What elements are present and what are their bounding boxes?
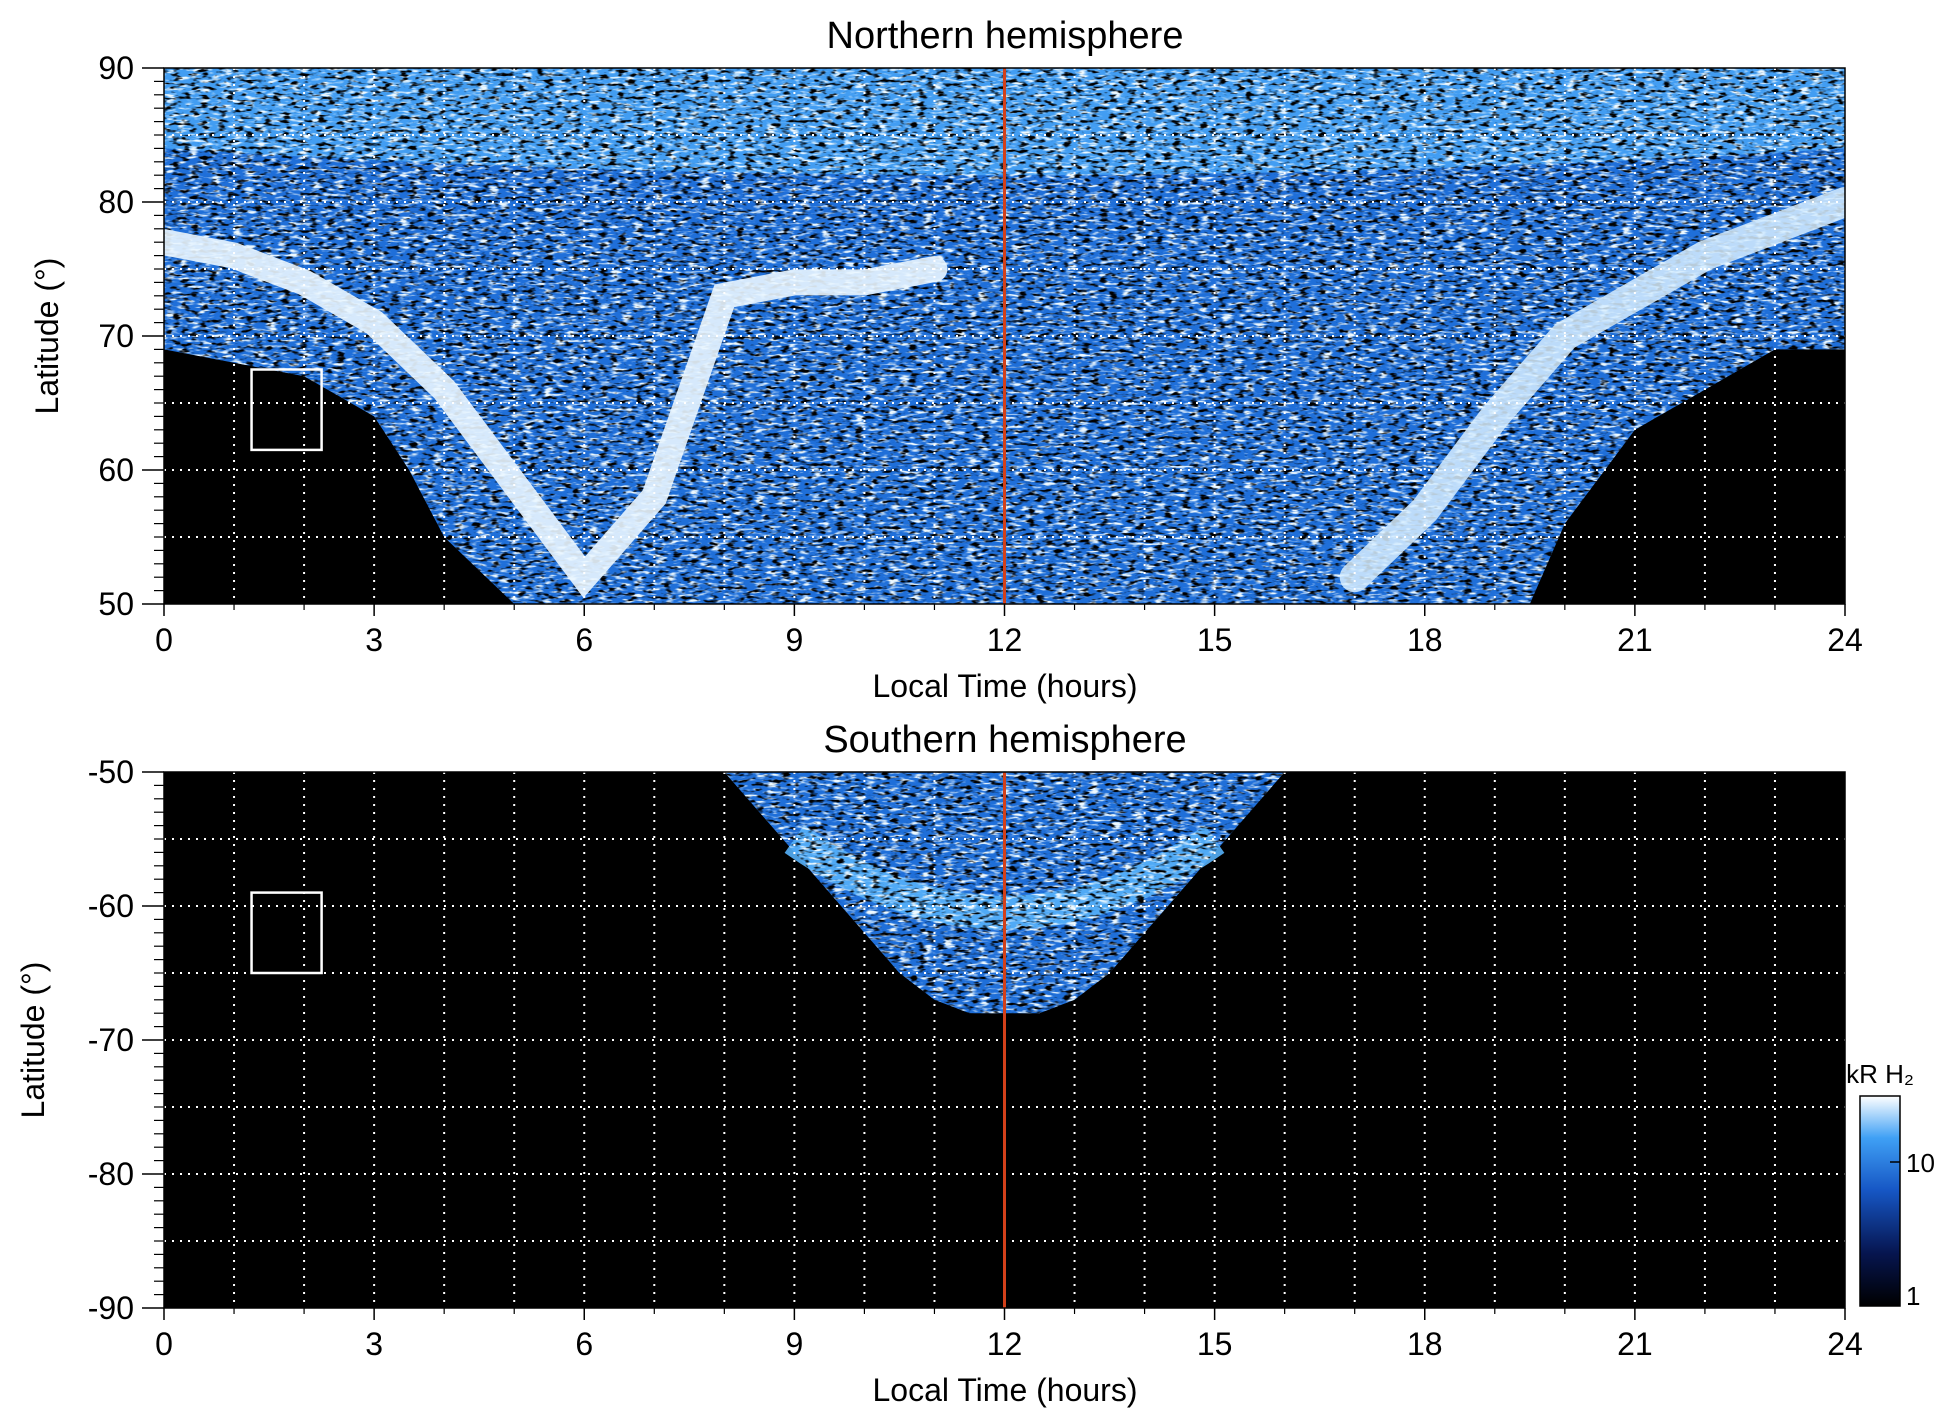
- north-reference-box: [250, 368, 323, 452]
- southern-hemisphere-panel: Southern hemisphere 0 3 6 9 12 15 18 21 24 -50 -60…: [15, 719, 1863, 1408]
- colorbar-tick-label-10: 10: [1906, 1148, 1935, 1178]
- x-tick-label: 9: [785, 1326, 803, 1362]
- south-axes: 0 3 6 9 12 15 18 21 24 -50 -60 -70 -80 -90: [88, 754, 1863, 1362]
- colorbar-tick-label-1: 1: [1906, 1281, 1920, 1311]
- x-tick-label: 12: [987, 622, 1023, 658]
- x-tick-label: 24: [1827, 622, 1863, 658]
- x-tick-label: 21: [1617, 1326, 1653, 1362]
- y-tick-label: 70: [98, 318, 134, 354]
- north-title: Northern hemisphere: [827, 15, 1184, 57]
- y-tick-label: 80: [98, 184, 134, 220]
- south-reference-box: [250, 891, 323, 975]
- north-axes: 0 3 6 9 12 15 18 21 24 50 60 70 80 90: [98, 50, 1862, 658]
- x-tick-label: 15: [1197, 1326, 1233, 1362]
- x-tick-label: 18: [1407, 1326, 1443, 1362]
- y-tick-label: -50: [88, 754, 134, 790]
- x-tick-label: 15: [1197, 622, 1233, 658]
- x-tick-label: 3: [365, 622, 383, 658]
- y-tick-label: 50: [98, 586, 134, 622]
- colorbar: kR H₂ 10 1: [1846, 1059, 1935, 1311]
- y-tick-label: -70: [88, 1022, 134, 1058]
- x-tick-label: 21: [1617, 622, 1653, 658]
- x-tick-label: 3: [365, 1326, 383, 1362]
- y-tick-label: -90: [88, 1290, 134, 1326]
- x-tick-label: 0: [155, 622, 173, 658]
- x-tick-label: 12: [987, 1326, 1023, 1362]
- northern-hemisphere-panel: Northern hemisphere 0 3 6 9 12 15 18 21 24 50 60 70…: [29, 15, 1863, 704]
- x-tick-label: 9: [785, 622, 803, 658]
- y-tick-label: -60: [88, 888, 134, 924]
- south-ylabel: Latitude (°): [15, 962, 51, 1119]
- colorbar-gradient: [1859, 1095, 1901, 1307]
- north-bright-oval-dusk: [1339, 187, 1845, 593]
- north-bright-oval-dawn: [164, 229, 948, 598]
- x-tick-label: 6: [575, 622, 593, 658]
- x-tick-label: 24: [1827, 1326, 1863, 1362]
- north-ylabel: Latitude (°): [29, 258, 65, 415]
- colorbar-label: kR H₂: [1846, 1059, 1914, 1089]
- x-tick-label: 6: [575, 1326, 593, 1362]
- y-tick-label: -80: [88, 1156, 134, 1192]
- y-tick-label: 60: [98, 452, 134, 488]
- x-tick-label: 0: [155, 1326, 173, 1362]
- x-tick-label: 18: [1407, 622, 1443, 658]
- north-xlabel: Local Time (hours): [873, 668, 1138, 704]
- y-tick-label: 90: [98, 50, 134, 86]
- south-title: Southern hemisphere: [823, 719, 1186, 761]
- south-xlabel: Local Time (hours): [873, 1372, 1138, 1408]
